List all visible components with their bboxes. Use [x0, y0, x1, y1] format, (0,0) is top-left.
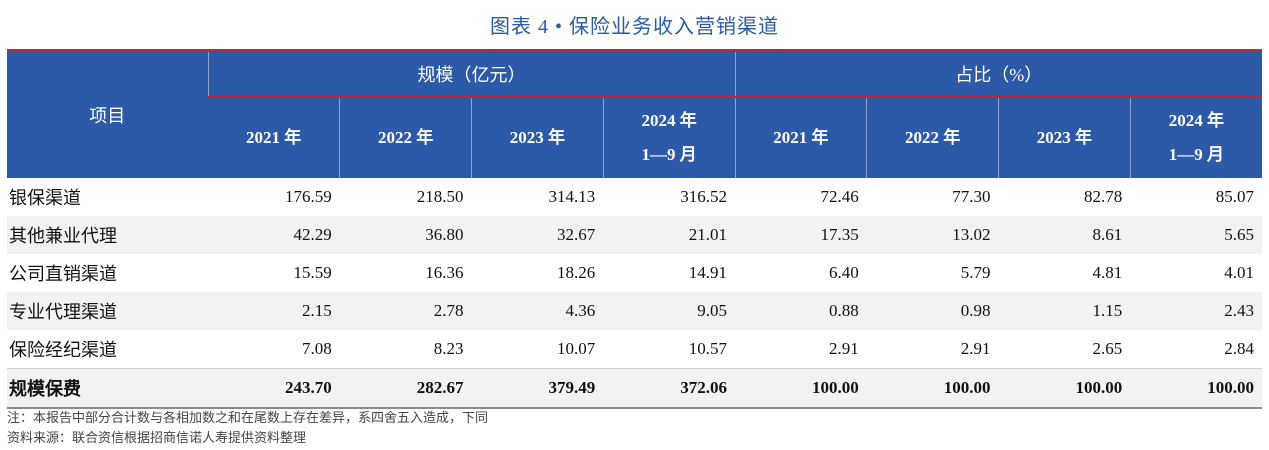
share-cell: 13.02	[866, 216, 999, 254]
share-cell: 85.07	[1215, 187, 1254, 206]
header-scale-year: 2021 年	[208, 96, 340, 178]
year-label: 2022 年	[905, 128, 961, 147]
row-label: 公司直销渠道	[9, 264, 117, 284]
share-cell: 5.65	[1130, 216, 1262, 254]
scale-cell: 314.13	[548, 187, 596, 206]
year-label: 2024 年	[1168, 111, 1224, 130]
year-label: 2021 年	[246, 128, 302, 147]
scale-cell: 10.07	[557, 339, 596, 358]
year-label: 2024 年	[641, 111, 697, 130]
scale-cell: 42.29	[208, 216, 340, 254]
header-share-group: 占比（%）	[734, 50, 1262, 98]
scale-cell: 8.23	[433, 339, 464, 358]
scale-cell: 15.59	[293, 263, 332, 282]
row-label: 专业代理渠道	[7, 292, 208, 330]
scale-cell: 372.06	[603, 368, 735, 409]
scale-cell: 21.01	[603, 216, 735, 254]
scale-cell: 16.36	[425, 263, 464, 282]
share-cell: 2.91	[960, 339, 991, 358]
row-label: 其他兼业代理	[7, 216, 208, 254]
header-scale-year: 2022 年	[339, 96, 472, 178]
share-cell: 5.79	[960, 263, 991, 282]
scale-cell: 4.36	[471, 292, 604, 330]
header-scale-year: 2024 年 1—9 月	[602, 96, 735, 178]
scale-cell: 176.59	[285, 187, 332, 206]
period-label: 1—9 月	[641, 145, 697, 164]
scale-cell: 32.67	[471, 216, 604, 254]
table-row: 其他兼业代理 42.29 36.80 32.67 21.01 17.35 13.02 8.61…	[7, 216, 1262, 254]
share-cell: 2.84	[1224, 339, 1254, 358]
table-row: 公司直销渠道 15.59 16.36 18.26 14.91 6.40 5.79 4.81 4.…	[7, 254, 1262, 292]
row-label: 保险经纪渠道	[9, 340, 117, 360]
header-share-year: 2023 年	[998, 96, 1131, 178]
chart-title: 图表 4 • 保险业务收入营销渠道	[489, 16, 779, 38]
scale-cell: 14.91	[688, 263, 727, 282]
share-cell: 100.00	[998, 368, 1131, 409]
share-cell: 82.78	[1084, 187, 1123, 206]
share-cell: 77.30	[952, 187, 991, 206]
header-scale-year: 2023 年	[471, 96, 604, 178]
share-cell: 4.01	[1224, 263, 1254, 282]
scale-cell: 9.05	[603, 292, 735, 330]
table-row: 专业代理渠道 2.15 2.78 4.36 9.05 0.88 0.98 1.15 2.43	[7, 292, 1262, 330]
header-share-year: 2021 年	[734, 96, 867, 178]
scale-cell: 7.08	[302, 339, 332, 358]
row-label: 银保渠道	[9, 188, 81, 208]
scale-cell: 282.67	[339, 368, 472, 409]
scale-cell: 218.50	[416, 187, 464, 206]
share-cell: 1.15	[998, 292, 1131, 330]
year-label: 2021 年	[773, 128, 829, 147]
year-label: 2023 年	[509, 128, 565, 147]
channel-table: 项目 规模（亿元） 占比（%） 2021 年 2022 年 2023 年 2024 年…	[7, 49, 1262, 409]
footnotes: 注：本报告中部分合计数与各相加数之和在尾数上存在差异，系四舍五入造成，下同 资料…	[7, 408, 488, 448]
scale-cell: 36.80	[339, 216, 472, 254]
period-label: 1—9 月	[1168, 145, 1224, 164]
share-cell: 2.65	[1092, 339, 1123, 358]
share-cell: 0.88	[735, 292, 867, 330]
share-cell: 8.61	[998, 216, 1131, 254]
share-cell: 0.98	[866, 292, 999, 330]
share-cell: 100.00	[866, 368, 999, 409]
scale-cell: 2.78	[339, 292, 472, 330]
scale-cell: 10.57	[688, 339, 727, 358]
source-text: 资料来源：联合资信根据招商信诺人寿提供资料整理	[7, 430, 307, 445]
scale-cell: 243.70	[208, 368, 340, 409]
share-cell: 6.40	[829, 263, 859, 282]
scale-cell: 18.26	[557, 263, 596, 282]
header-item: 项目	[7, 50, 208, 178]
share-cell: 4.81	[1092, 263, 1123, 282]
year-label: 2022 年	[378, 128, 434, 147]
share-cell: 100.00	[1130, 368, 1262, 409]
note-text: 注：本报告中部分合计数与各相加数之和在尾数上存在差异，系四舍五入造成，下同	[7, 410, 489, 425]
table-row: 规模保费 243.70 282.67 379.49 372.06 100.00 100.00…	[7, 368, 1262, 409]
table-row: 银保渠道 176.59 218.50 314.13 316.52 72.46 77.30 82…	[7, 178, 1262, 216]
scale-cell: 379.49	[471, 368, 604, 409]
share-cell: 2.43	[1130, 292, 1262, 330]
header-scale-group: 规模（亿元）	[207, 50, 735, 98]
header-share-year: 2022 年	[866, 96, 999, 178]
scale-cell: 2.15	[208, 292, 340, 330]
row-label: 规模保费	[7, 368, 208, 409]
share-cell: 2.91	[829, 339, 859, 358]
share-cell: 72.46	[820, 187, 859, 206]
scale-cell: 316.52	[680, 187, 727, 206]
table-row: 保险经纪渠道 7.08 8.23 10.07 10.57 2.91 2.91 2.65 2.84	[7, 330, 1262, 369]
year-label: 2023 年	[1036, 128, 1092, 147]
header-share-year: 2024 年 1—9 月	[1129, 96, 1262, 178]
share-cell: 100.00	[735, 368, 867, 409]
share-cell: 17.35	[735, 216, 867, 254]
